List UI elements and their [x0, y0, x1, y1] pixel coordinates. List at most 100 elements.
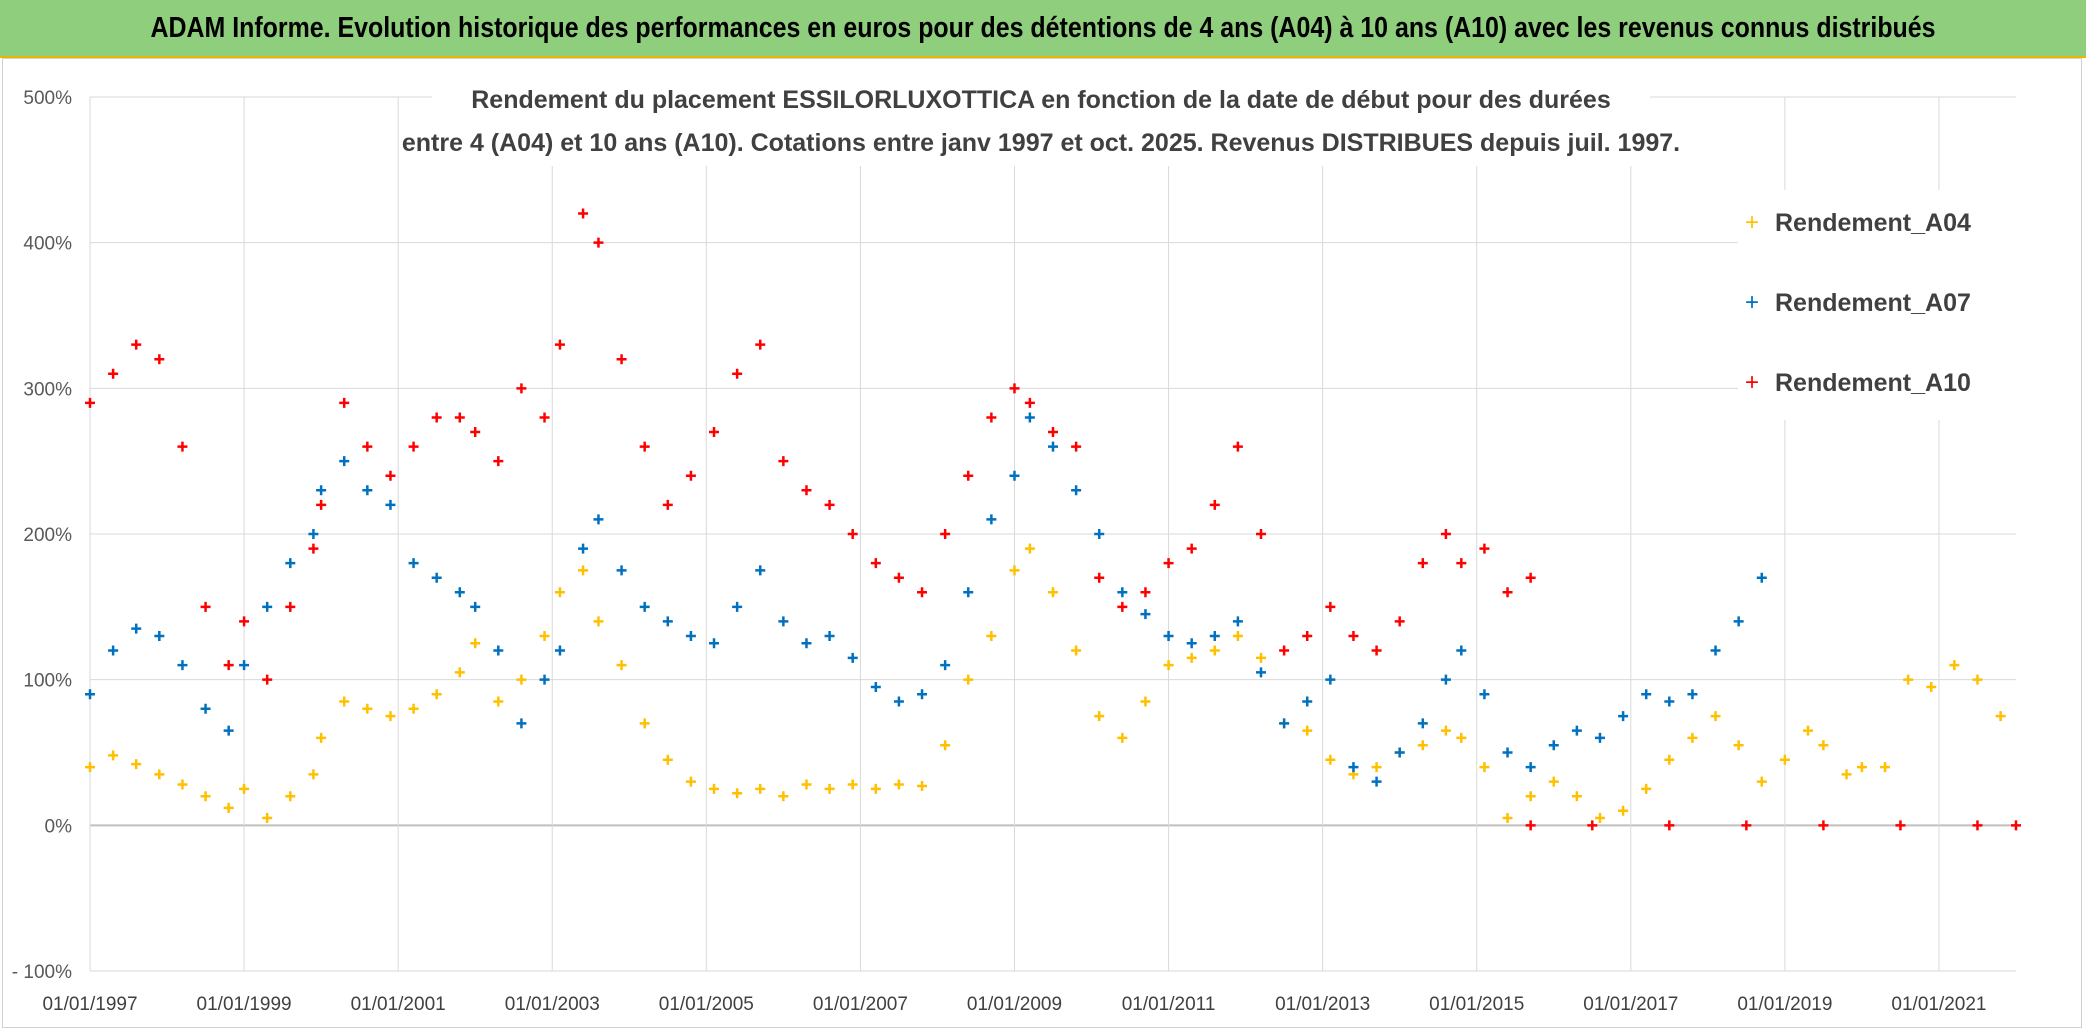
point-s2-18	[470, 427, 481, 438]
point-s3-3	[1741, 820, 1752, 831]
point-s0-7	[239, 783, 250, 794]
point-s0-80	[1856, 762, 1867, 773]
point-s1-61	[1440, 674, 1451, 685]
point-s1-19	[493, 645, 504, 656]
point-s1-51	[1209, 630, 1220, 641]
point-s0-75	[1756, 776, 1767, 787]
point-s0-66	[1548, 776, 1559, 787]
point-s0-20	[516, 674, 527, 685]
point-s0-11	[316, 732, 327, 743]
point-s1-54	[1279, 718, 1290, 729]
point-s0-71	[1664, 754, 1675, 765]
point-s2-9	[285, 601, 296, 612]
series-0	[85, 543, 2006, 824]
point-s0-67	[1571, 791, 1582, 802]
legend-label-a10: Rendement_A10	[1775, 369, 1971, 397]
point-s0-30	[732, 788, 743, 799]
point-s1-63	[1479, 689, 1490, 700]
y-axis-ticks: - 100% 0% 100% 200% 300% 400% 500%	[12, 88, 72, 983]
point-s0-63	[1479, 762, 1490, 773]
x-tick-label-9: 01/01/2015	[1429, 994, 1524, 1015]
point-s1-30	[732, 601, 743, 612]
point-s0-12	[339, 696, 350, 707]
point-s0-33	[801, 779, 812, 790]
point-s1-9	[285, 558, 296, 569]
point-s1-66	[1548, 740, 1559, 751]
point-s1-34	[824, 630, 835, 641]
point-s2-40	[963, 470, 974, 481]
point-s2-55	[1302, 630, 1313, 641]
point-s2-58	[1371, 645, 1382, 656]
point-s2-25	[616, 354, 627, 365]
point-s2-43	[1024, 397, 1035, 408]
point-s2-52	[1232, 441, 1243, 452]
point-s2-8	[262, 674, 273, 685]
point-s0-53	[1256, 652, 1267, 663]
point-s1-39	[940, 660, 951, 671]
point-s0-24	[593, 616, 604, 627]
point-s1-21	[539, 674, 550, 685]
point-s1-13	[362, 485, 373, 496]
x-tick-label-4: 01/01/2005	[659, 994, 754, 1015]
point-s2-34	[824, 499, 835, 510]
point-s2-38	[917, 587, 928, 598]
point-s2-13	[362, 441, 373, 452]
y-tick-label-4: 300%	[23, 379, 72, 400]
point-s1-53	[1256, 667, 1267, 678]
point-s0-70	[1641, 783, 1652, 794]
point-s2-0	[85, 397, 95, 408]
point-s0-0	[85, 762, 95, 773]
point-s0-52	[1232, 630, 1243, 641]
point-s2-48	[1140, 587, 1151, 598]
point-s1-8	[262, 601, 273, 612]
point-s0-65	[1525, 791, 1536, 802]
point-s2-5	[200, 601, 211, 612]
point-s0-55	[1302, 725, 1313, 736]
point-s0-25	[616, 660, 627, 671]
point-s2-59	[1394, 616, 1405, 627]
point-s2-1	[108, 368, 119, 379]
point-s0-40	[963, 674, 974, 685]
point-s1-69	[1618, 711, 1629, 722]
point-s0-36	[870, 783, 881, 794]
point-s0-69	[1618, 805, 1629, 816]
series-1	[85, 412, 1767, 787]
point-s0-10	[308, 769, 319, 780]
point-s1-20	[516, 718, 527, 729]
point-s0-78	[1818, 740, 1829, 751]
point-s1-25	[616, 565, 627, 576]
point-s0-39	[940, 740, 951, 751]
point-s2-20	[516, 383, 527, 394]
point-s1-68	[1594, 732, 1605, 743]
point-s2-10	[308, 543, 319, 554]
legend-label-a07: Rendement_A07	[1775, 289, 1971, 317]
point-s0-85	[1972, 674, 1983, 685]
y-tick-label-0: - 100%	[12, 962, 72, 983]
point-s1-33	[801, 638, 812, 649]
point-s1-6	[223, 725, 234, 736]
point-s0-83	[1926, 681, 1937, 692]
point-s0-28	[685, 776, 696, 787]
point-s2-47	[1117, 601, 1128, 612]
point-s0-42	[1009, 565, 1020, 576]
point-s2-16	[431, 412, 442, 423]
point-s1-71	[1664, 696, 1675, 707]
point-s2-27	[662, 499, 673, 510]
point-s1-18	[470, 601, 481, 612]
point-s1-4	[177, 660, 188, 671]
point-s2-2	[131, 339, 142, 350]
point-s0-21	[539, 630, 550, 641]
point-s0-44	[1048, 587, 1058, 598]
point-s1-45	[1071, 485, 1082, 496]
point-s1-47	[1117, 587, 1128, 598]
point-s1-37	[893, 696, 904, 707]
series-2	[85, 208, 1536, 685]
point-s1-72	[1687, 689, 1698, 700]
point-s2-61	[1440, 529, 1451, 539]
point-s2-31	[755, 339, 766, 350]
point-s1-27	[662, 616, 673, 627]
point-s2-14	[385, 470, 396, 481]
chart-title-line-1: Rendement du placement ESSILORLUXOTTICA …	[471, 86, 1611, 114]
point-s1-10	[308, 529, 319, 539]
point-s2-50	[1186, 543, 1197, 554]
